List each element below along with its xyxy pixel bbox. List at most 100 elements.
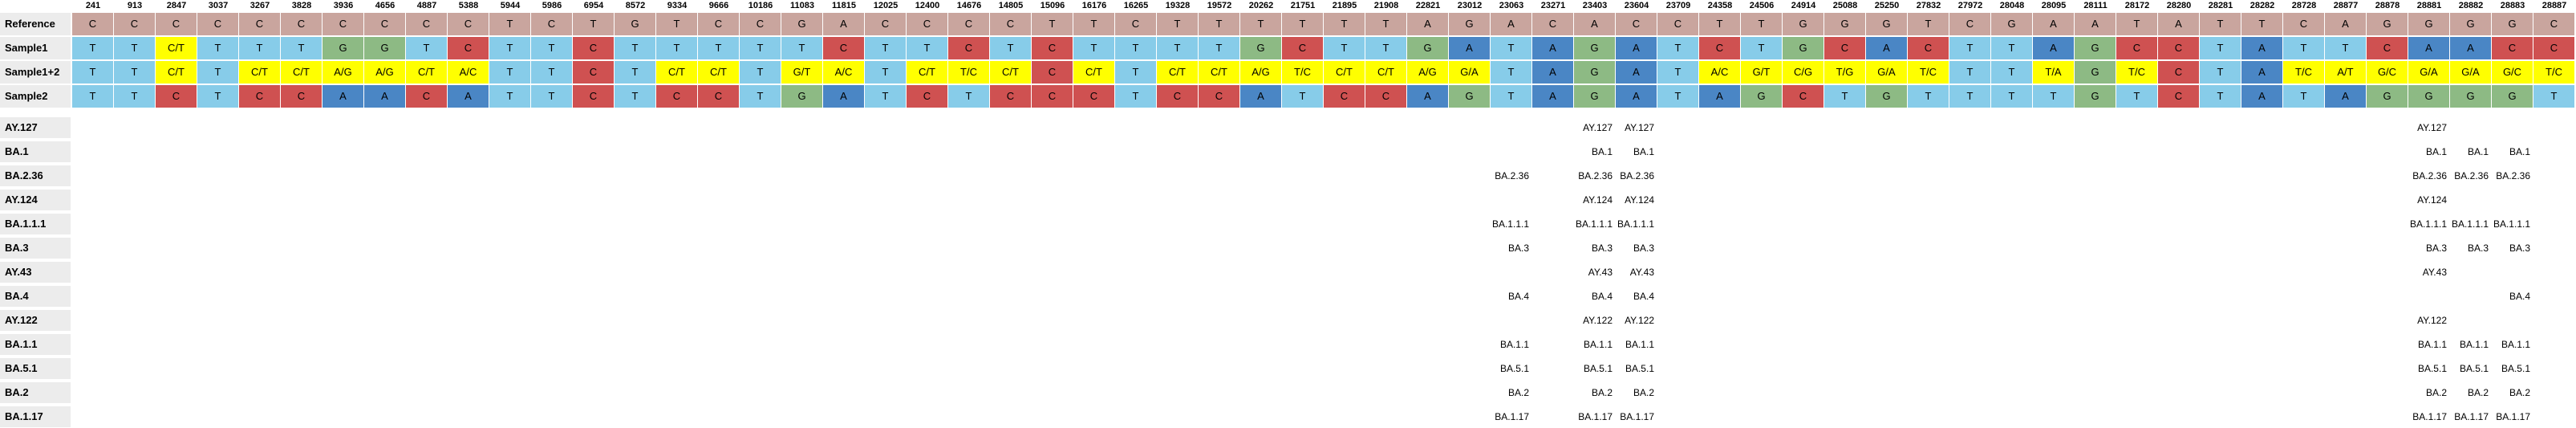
sample-base-cell: A xyxy=(1532,85,1574,108)
reference-base-cell: T xyxy=(573,13,615,35)
sample-base-cell: T/C xyxy=(2116,61,2158,84)
sample-base-cell: T xyxy=(2200,61,2241,84)
lineage-cell: BA.1.17 xyxy=(2454,411,2489,422)
lineage-cell: BA.1.1.1 xyxy=(2451,218,2489,230)
position-header: 11815 xyxy=(832,1,856,10)
lineage-cell: BA.2.36 xyxy=(2412,170,2447,181)
lineage-cell: BA.3 xyxy=(2425,243,2447,254)
reference-base-cell: G xyxy=(1866,13,1908,35)
sample-base-cell: A xyxy=(2408,37,2450,59)
position-header: 5986 xyxy=(542,1,562,10)
lineage-label: AY.43 xyxy=(0,262,71,283)
reference-base-cell: T xyxy=(1199,13,1240,35)
reference-base-cell: T xyxy=(1324,13,1365,35)
position-header: 25088 xyxy=(1832,1,1858,10)
sample-base-cell: T xyxy=(1491,85,1532,108)
position-header: 21895 xyxy=(1332,1,1357,10)
sample-base-cell: T xyxy=(2200,85,2241,108)
reference-base-cell: A xyxy=(823,13,865,35)
reference-base-cell: G xyxy=(2450,13,2492,35)
sample-base-cell: A/G xyxy=(1240,61,1282,84)
reference-base-cell: T xyxy=(489,13,531,35)
sample-base-cell: G xyxy=(1574,61,1616,84)
sample-base-cell: G xyxy=(2367,85,2408,108)
position-header: 28111 xyxy=(2083,1,2107,10)
sample-base-cell: G/A xyxy=(1449,61,1491,84)
reference-base-cell: C xyxy=(698,13,740,35)
sample-base-cell: T xyxy=(615,37,656,59)
reference-base-cell: C xyxy=(2283,13,2325,35)
sample-base-cell: C xyxy=(1783,85,1824,108)
sample-base-cell: A xyxy=(448,85,489,108)
sample-base-cell: G xyxy=(1407,37,1449,59)
position-header: 24506 xyxy=(1749,1,1775,10)
sample-base-cell: T xyxy=(1282,85,1324,108)
lineage-label: BA.1 xyxy=(0,141,71,162)
sample-base-cell: G xyxy=(781,85,823,108)
sample-base-cell: T xyxy=(1657,61,1699,84)
position-header: 23403 xyxy=(1582,1,1608,10)
sample-base-cell: A xyxy=(823,85,865,108)
sample-base-cell: T xyxy=(531,85,573,108)
reference-base-cell: A xyxy=(2033,13,2075,35)
sample-base-cell: C xyxy=(1032,37,1073,59)
sample-base-cell: T xyxy=(1491,37,1532,59)
sample-base-cell: T xyxy=(1908,85,1949,108)
sample-base-cell: T xyxy=(1824,85,1866,108)
sample-base-cell: T xyxy=(489,61,531,84)
lineage-cell: BA.1.1.1 xyxy=(1617,218,1654,230)
lineage-cell: AY.124 xyxy=(1625,194,1654,206)
sample-base-cell: C xyxy=(823,37,865,59)
sample-base-cell: T xyxy=(72,37,114,59)
position-header: 28280 xyxy=(2166,1,2192,10)
lineage-cell: AY.127 xyxy=(1625,122,1654,133)
sample-base-cell: T xyxy=(2116,85,2158,108)
lineage-cell: BA.3 xyxy=(1591,243,1613,254)
sample-base-cell: A xyxy=(1866,37,1908,59)
position-header: 14676 xyxy=(956,1,982,10)
lineage-label: BA.1.17 xyxy=(0,406,71,427)
reference-base-cell: G xyxy=(2408,13,2450,35)
position-header: 27832 xyxy=(1916,1,1941,10)
reference-base-cell: A xyxy=(2158,13,2200,35)
sample-base-cell: C/T xyxy=(656,61,698,84)
sample-base-cell: C xyxy=(406,85,448,108)
sample-base-cell: G xyxy=(2075,37,2116,59)
reference-base-cell: T xyxy=(1240,13,1282,35)
sample-base-cell: C xyxy=(573,85,615,108)
sample-base-cell: C xyxy=(281,85,323,108)
sample-base-cell: G xyxy=(1741,85,1783,108)
sample-base-cell: T xyxy=(1949,61,1991,84)
lineage-cell: BA.1.17 xyxy=(1620,411,1654,422)
sample-base-cell: T xyxy=(1491,61,1532,84)
sample-base-cell: A xyxy=(1616,61,1657,84)
sample-base-cell: C xyxy=(1032,61,1073,84)
sample-base-cell: C xyxy=(1824,37,1866,59)
sample-base-cell: T xyxy=(1324,37,1365,59)
lineage-cell: BA.1.17 xyxy=(2496,411,2530,422)
sample-base-cell: T xyxy=(1949,85,1991,108)
sample-base-cell: T xyxy=(489,37,531,59)
position-header: 913 xyxy=(127,1,143,10)
position-header: 22821 xyxy=(1415,1,1441,10)
reference-base-cell: A xyxy=(2325,13,2367,35)
sample-base-cell: G xyxy=(1240,37,1282,59)
lineage-label: AY.122 xyxy=(0,310,71,331)
position-header: 21908 xyxy=(1373,1,1399,10)
sample-base-cell: G xyxy=(1574,85,1616,108)
sample-base-cell: G xyxy=(1866,85,1908,108)
sample-base-cell: T/G xyxy=(1824,61,1866,84)
reference-base-cell: C xyxy=(1115,13,1157,35)
sample-base-cell: T/C xyxy=(2533,61,2575,84)
position-header: 24358 xyxy=(1707,1,1733,10)
lineage-cell: BA.2 xyxy=(1633,387,1654,398)
sample-base-cell: G/A xyxy=(2408,61,2450,84)
sample-base-cell: T xyxy=(1115,61,1157,84)
lineage-cell: BA.1.17 xyxy=(1578,411,1613,422)
sample-base-cell: T xyxy=(615,61,656,84)
reference-base-cell: C xyxy=(1616,13,1657,35)
sample-base-cell: A xyxy=(2033,37,2075,59)
reference-base-cell: C xyxy=(239,13,281,35)
position-header: 4656 xyxy=(375,1,396,10)
sample-base-cell: C/T xyxy=(1073,61,1115,84)
